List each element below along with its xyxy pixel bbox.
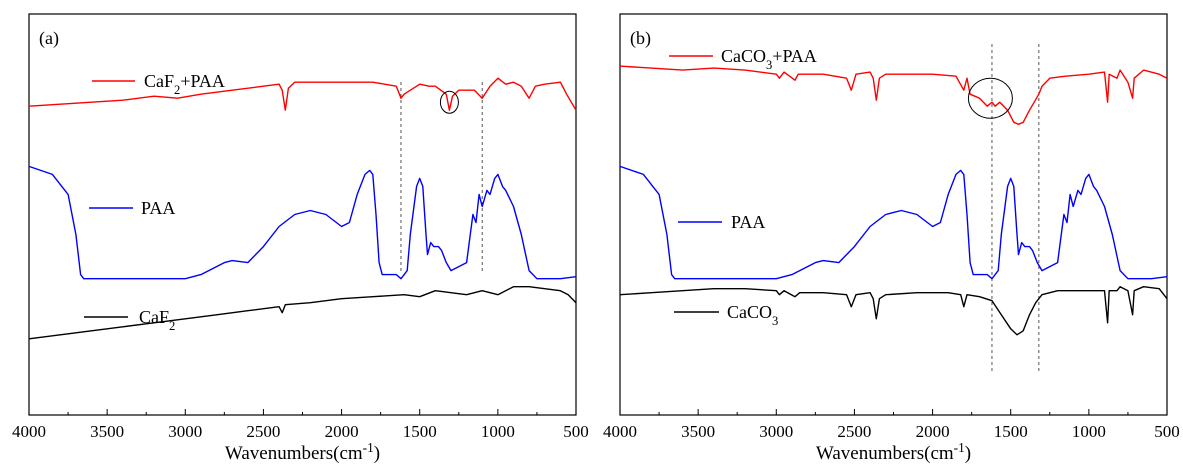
x-tick-label: 1000 — [481, 422, 515, 441]
x-tick-label: 500 — [1154, 422, 1180, 441]
legend-label: CaF2 — [139, 307, 175, 333]
series-line-paa — [28, 165, 577, 280]
chart-panel-a: 4000 3500 3000 2500 2000 1500 1000 500 Wavenumbe… — [12, 13, 589, 464]
series-line-caco — [619, 286, 1168, 336]
x-tick-label: 2000 — [325, 422, 359, 441]
chart-panel-b: 4000 3500 3000 2500 2000 1500 1000 500 Wavenumbe… — [603, 13, 1180, 464]
x-tick-label: 1500 — [994, 422, 1028, 441]
x-tick-label: 500 — [563, 422, 589, 441]
series-line-paa — [619, 165, 1168, 280]
plot-frame — [28, 13, 577, 416]
highlight-circle — [967, 77, 1013, 119]
x-tick-label: 1500 — [403, 422, 437, 441]
x-axis-label: Wavenumbers(cm-1) — [816, 440, 971, 464]
series-line-cafpaa — [28, 77, 577, 111]
panel-label: (a) — [39, 28, 59, 49]
legend-label: CaCO3+PAA — [721, 46, 817, 72]
x-tick-label: 3000 — [168, 422, 202, 441]
x-tick-label: 1000 — [1072, 422, 1106, 441]
series-line-caf — [28, 286, 577, 340]
x-tick-label: 3500 — [90, 422, 124, 441]
x-tick-label: 4000 — [12, 422, 46, 441]
x-tick-label: 2000 — [916, 422, 950, 441]
x-tick-label: 4000 — [603, 422, 637, 441]
x-tick-label: 2500 — [246, 422, 280, 441]
series-line-cacopaa — [619, 65, 1168, 125]
panel-label: (b) — [630, 28, 651, 49]
legend-label: PAA — [731, 212, 765, 232]
x-axis-label: Wavenumbers(cm-1) — [225, 440, 380, 464]
x-tick-label: 3000 — [759, 422, 793, 441]
legend-label: CaF2+PAA — [144, 71, 225, 97]
x-tick-label: 2500 — [837, 422, 871, 441]
legend-label: PAA — [141, 198, 175, 218]
highlight-circle — [439, 90, 459, 114]
x-tick-label: 3500 — [681, 422, 715, 441]
legend-label: CaCO3 — [727, 302, 778, 328]
